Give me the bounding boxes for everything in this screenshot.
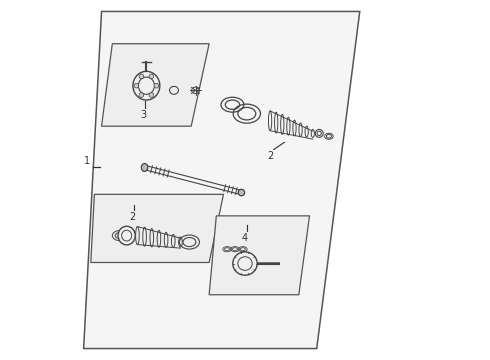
Text: 2: 2 bbox=[129, 212, 135, 222]
Polygon shape bbox=[84, 12, 360, 348]
Polygon shape bbox=[101, 44, 209, 126]
Text: 1: 1 bbox=[84, 156, 90, 166]
Text: 4: 4 bbox=[242, 233, 248, 243]
Text: 2: 2 bbox=[267, 151, 273, 161]
Ellipse shape bbox=[238, 189, 245, 196]
Ellipse shape bbox=[134, 84, 139, 88]
Ellipse shape bbox=[233, 252, 257, 275]
Ellipse shape bbox=[139, 93, 144, 97]
Ellipse shape bbox=[149, 74, 154, 79]
Ellipse shape bbox=[118, 226, 135, 245]
Text: 3: 3 bbox=[141, 110, 147, 120]
Polygon shape bbox=[209, 216, 310, 295]
Ellipse shape bbox=[154, 84, 159, 88]
Ellipse shape bbox=[133, 71, 160, 100]
Polygon shape bbox=[91, 194, 223, 262]
Ellipse shape bbox=[141, 163, 148, 171]
Ellipse shape bbox=[149, 93, 154, 97]
Ellipse shape bbox=[139, 74, 144, 79]
